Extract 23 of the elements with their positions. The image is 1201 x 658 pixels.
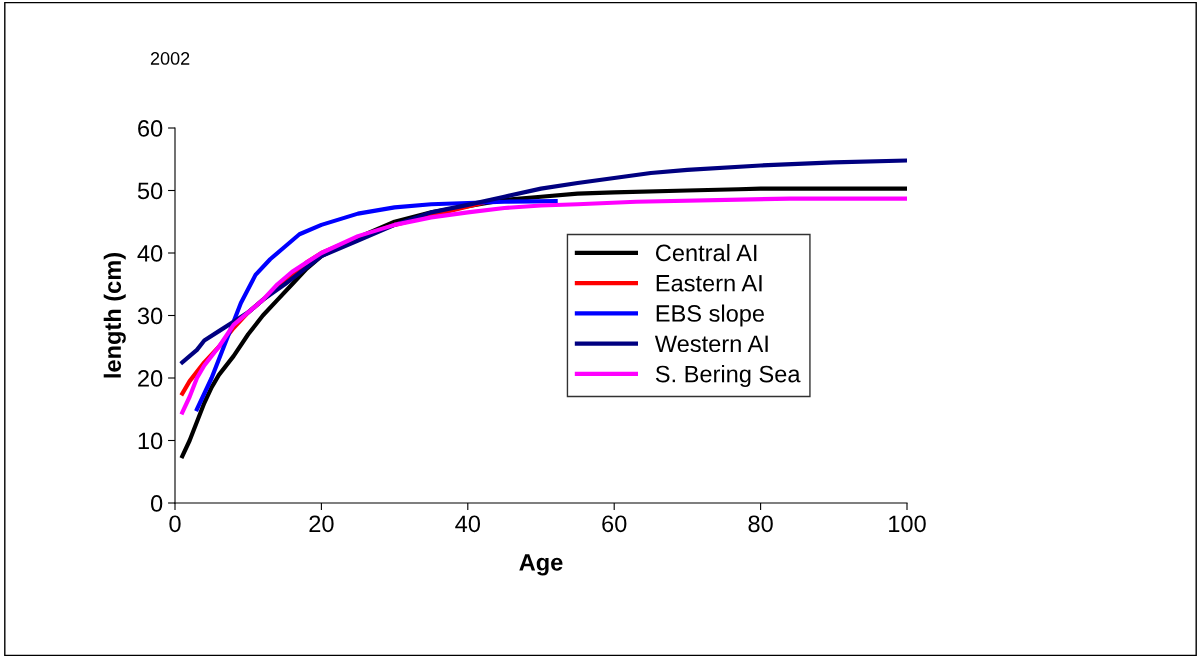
x-tick-label: 60	[602, 515, 627, 533]
x-tick-label: 0	[169, 515, 181, 533]
y-tick-label: 0	[150, 495, 163, 512]
y-tick-label: 40	[137, 245, 163, 262]
x-tick-label: 80	[748, 515, 773, 533]
y-tick-label: 20	[138, 370, 163, 387]
x-tick-label: 100	[889, 515, 926, 533]
legend-label: Eastern AI	[656, 275, 762, 292]
x-tick-label: 40	[455, 515, 481, 533]
line-series	[180, 196, 907, 415]
y-tick-label: 50	[137, 182, 163, 200]
chart-title: 2002	[150, 52, 190, 65]
y-tick-label: 10	[138, 432, 163, 450]
y-axis-title: length (cm)	[103, 253, 126, 378]
legend-label: Western AI	[654, 335, 768, 353]
x-tick-label: 20	[309, 515, 334, 533]
y-tick-label: 60	[138, 120, 163, 137]
legend-label: S. Bering Sea	[655, 365, 801, 388]
line-series	[194, 199, 558, 412]
legend-label: Central AI	[656, 243, 757, 262]
legend-label: EBS slope	[656, 304, 765, 327]
x-axis-title: Age	[519, 554, 563, 576]
y-tick-label: 30	[137, 307, 163, 325]
